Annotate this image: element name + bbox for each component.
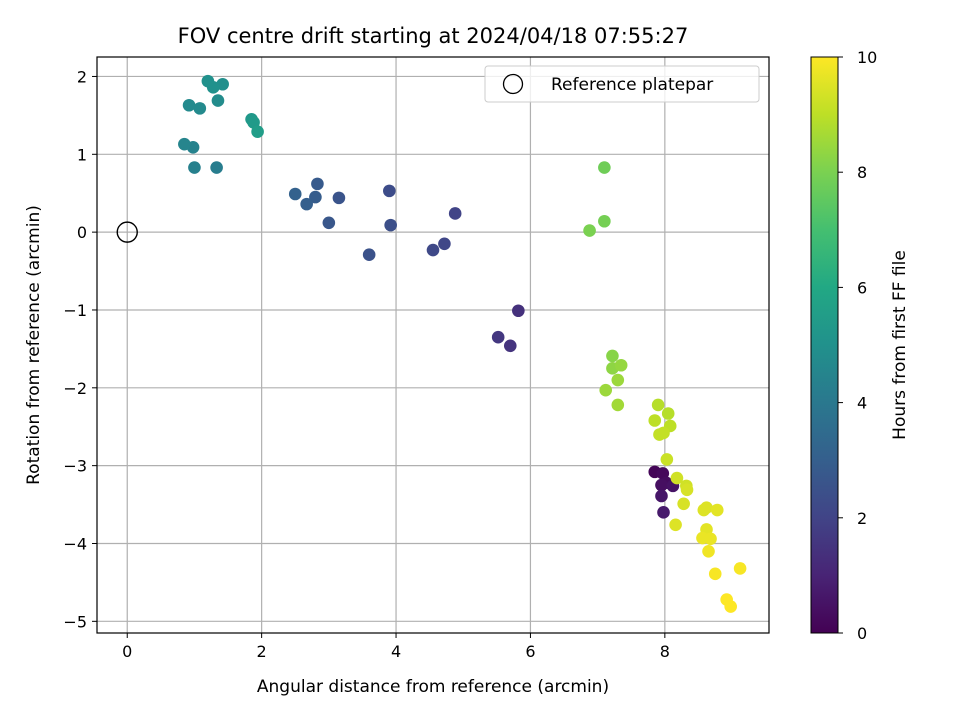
colorbar-tick-label: 8 [857, 163, 867, 182]
data-point [599, 383, 613, 397]
legend-box [484, 65, 760, 103]
colorbar-tick-label: 10 [857, 48, 877, 67]
data-point [322, 216, 336, 230]
plot-frame [96, 56, 770, 634]
data-point [309, 190, 322, 204]
colorbar-ticks: 0 2 4 6 8 10 [838, 48, 877, 643]
y-axis-label: Rotation from reference (arcmin) [24, 205, 44, 485]
data-point [438, 237, 451, 251]
axis-ticks: 0 2 4 6 8 2 1 0 −1 −2 −3 −4 −5 [63, 67, 670, 661]
data-point [503, 339, 517, 353]
data-point [702, 544, 715, 558]
y-tick-label: −2 [63, 379, 87, 398]
legend-entry-reference: Reference platepar [551, 75, 713, 95]
data-point [211, 94, 225, 107]
y-tick-label: 1 [77, 145, 87, 164]
data-point [491, 330, 505, 344]
data-point [677, 497, 690, 511]
legend-marker-reference [502, 73, 524, 95]
data-point [583, 224, 596, 237]
data-point [614, 358, 628, 372]
x-tick-label: 2 [257, 642, 267, 661]
data-point [201, 74, 215, 88]
chart-title: FOV centre drift starting at 2024/04/18 … [178, 24, 689, 48]
data-point [733, 562, 747, 575]
data-point [680, 483, 694, 497]
colorbar-label: Hours from first FF file [890, 250, 910, 440]
data-point [251, 125, 264, 139]
data-point [512, 304, 525, 318]
data-point [606, 349, 619, 363]
data-points [178, 74, 747, 613]
data-point [655, 478, 668, 492]
data-point [611, 373, 625, 387]
data-point [300, 197, 313, 211]
data-point [648, 414, 662, 427]
y-tick-label: −3 [63, 457, 87, 476]
data-point [697, 503, 711, 517]
legend: Reference platepar [484, 65, 760, 103]
data-point [660, 453, 674, 466]
colorbar-tick-label: 4 [857, 394, 867, 413]
data-point [448, 207, 462, 220]
x-tick-label: 4 [391, 642, 401, 661]
x-tick-label: 8 [660, 642, 670, 661]
data-point [383, 184, 396, 198]
x-tick-label: 6 [525, 642, 535, 661]
data-point [651, 398, 665, 412]
data-point [332, 191, 346, 205]
x-tick-label: 0 [122, 642, 132, 661]
y-tick-label: 0 [77, 223, 87, 242]
data-point [670, 471, 684, 485]
colorbar-tick-label: 0 [857, 624, 867, 643]
reference-marker [116, 221, 138, 243]
data-point [311, 177, 324, 191]
data-point [657, 506, 670, 519]
data-point [657, 426, 670, 440]
data-point [611, 398, 625, 412]
data-point [193, 102, 207, 115]
data-point [384, 218, 397, 232]
x-axis-label: Angular distance from reference (arcmin) [257, 677, 609, 697]
data-point [598, 161, 611, 174]
data-point [362, 248, 376, 262]
data-point [724, 600, 737, 613]
data-point [426, 243, 440, 257]
data-point [710, 503, 724, 517]
colorbar-tick-label: 2 [857, 509, 867, 528]
data-point [655, 489, 668, 503]
colorbar-tick-label: 6 [857, 278, 867, 297]
data-point [708, 567, 722, 581]
data-point [598, 214, 611, 228]
data-point [178, 137, 191, 151]
y-tick-label: −1 [63, 301, 87, 320]
data-point [182, 98, 196, 112]
data-point [188, 161, 201, 174]
data-point [669, 518, 682, 532]
data-point [704, 532, 717, 546]
y-tick-label: 2 [77, 67, 87, 86]
colorbar-gradient [810, 56, 839, 634]
data-point [288, 187, 302, 201]
y-tick-label: −4 [63, 534, 87, 553]
reference-layer [116, 221, 138, 243]
colorbar: 0 2 4 6 8 10 Hours from first FF file [810, 48, 910, 643]
y-tick-label: −5 [63, 612, 87, 631]
data-point [210, 161, 223, 174]
data-point [661, 407, 675, 420]
